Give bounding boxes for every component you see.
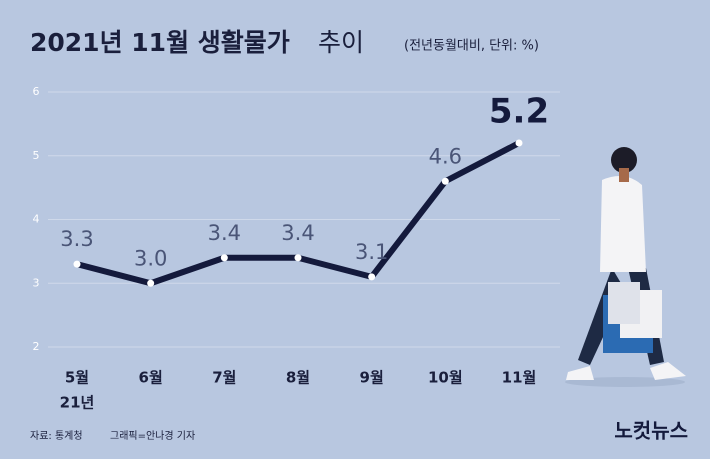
point bbox=[147, 279, 155, 287]
x-tick-label: 9월 bbox=[360, 369, 384, 387]
y-tick-label: 4 bbox=[33, 213, 40, 226]
point bbox=[368, 273, 376, 281]
chart-title: 2021년 11월 생활물가 bbox=[30, 28, 290, 57]
point bbox=[294, 254, 302, 262]
point bbox=[73, 260, 81, 268]
y-tick-label: 3 bbox=[33, 276, 40, 289]
chart-title-suffix: 추이 bbox=[318, 28, 364, 57]
point bbox=[220, 254, 228, 262]
year-label: 21년 bbox=[60, 394, 95, 412]
point bbox=[515, 139, 523, 147]
value-label: 3.3 bbox=[60, 227, 93, 251]
person-illustration bbox=[565, 147, 686, 387]
value-label: 3.1 bbox=[355, 240, 388, 264]
credit: 그래픽=안나경 기자 bbox=[110, 429, 195, 442]
x-tick-label: 8월 bbox=[286, 369, 310, 387]
value-label: 4.6 bbox=[429, 144, 462, 168]
value-label: 5.2 bbox=[489, 92, 549, 132]
logo: 노컷뉴스 bbox=[614, 419, 688, 443]
x-tick-label: 7월 bbox=[212, 369, 236, 387]
y-tick-label: 2 bbox=[33, 340, 40, 353]
x-tick-label: 5월 bbox=[65, 369, 89, 387]
value-label: 3.0 bbox=[134, 246, 167, 270]
point bbox=[441, 177, 449, 185]
x-tick-label: 10월 bbox=[428, 369, 463, 387]
x-tick-label: 11월 bbox=[502, 369, 537, 387]
value-label: 3.4 bbox=[281, 221, 314, 245]
value-label: 3.4 bbox=[208, 221, 241, 245]
chart-subtitle: (전년동월대비, 단위: %) bbox=[404, 39, 539, 54]
y-tick-label: 6 bbox=[33, 85, 40, 98]
source: 자료: 통계청 bbox=[30, 430, 83, 442]
x-tick-label: 6월 bbox=[139, 369, 163, 387]
y-tick-label: 5 bbox=[33, 149, 40, 162]
